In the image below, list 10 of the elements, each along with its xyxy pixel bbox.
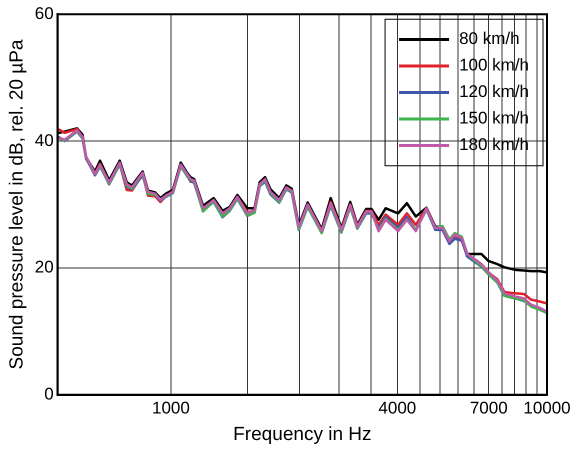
y-tick-label: 60 [34,4,54,23]
x-tick-label: 10000 [523,398,571,418]
x-tick-label: 1000 [152,398,190,418]
x-tick-label: 7000 [470,398,508,418]
x-axis-title: Frequency in Hz [233,424,372,445]
y-tick-label: 0 [44,384,54,404]
y-tick-label: 20 [34,258,54,277]
y-axis-title: Sound pressure level in dB, rel. 20 µPa [6,39,28,370]
y-tick-label: 40 [34,130,54,150]
x-tick-label: 4000 [378,398,416,418]
